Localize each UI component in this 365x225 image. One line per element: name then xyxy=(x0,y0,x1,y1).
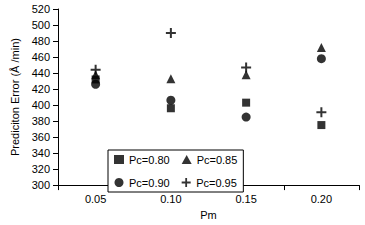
svg-text:Pm: Pm xyxy=(200,209,217,221)
svg-text:0.05: 0.05 xyxy=(85,193,106,205)
svg-text:0.20: 0.20 xyxy=(311,193,332,205)
svg-text:420: 420 xyxy=(32,83,50,95)
svg-text:Pc=0.85: Pc=0.85 xyxy=(197,154,238,166)
svg-text:460: 460 xyxy=(32,51,50,63)
svg-text:0.10: 0.10 xyxy=(160,193,181,205)
svg-text:Pc=0.90: Pc=0.90 xyxy=(129,177,170,189)
svg-text:400: 400 xyxy=(32,99,50,111)
svg-text:0.15: 0.15 xyxy=(235,193,256,205)
svg-text:480: 480 xyxy=(32,35,50,47)
svg-text:Pc=0.95: Pc=0.95 xyxy=(196,177,237,189)
svg-text:Prediciton Error (Å /min): Prediciton Error (Å /min) xyxy=(9,38,21,156)
svg-text:440: 440 xyxy=(32,67,50,79)
svg-text:Pc=0.80: Pc=0.80 xyxy=(129,154,170,166)
svg-text:320: 320 xyxy=(32,163,50,175)
svg-text:340: 340 xyxy=(32,147,50,159)
svg-text:500: 500 xyxy=(32,19,50,31)
svg-text:300: 300 xyxy=(32,179,50,191)
svg-text:360: 360 xyxy=(32,131,50,143)
svg-text:380: 380 xyxy=(32,115,50,127)
svg-text:520: 520 xyxy=(32,3,50,15)
